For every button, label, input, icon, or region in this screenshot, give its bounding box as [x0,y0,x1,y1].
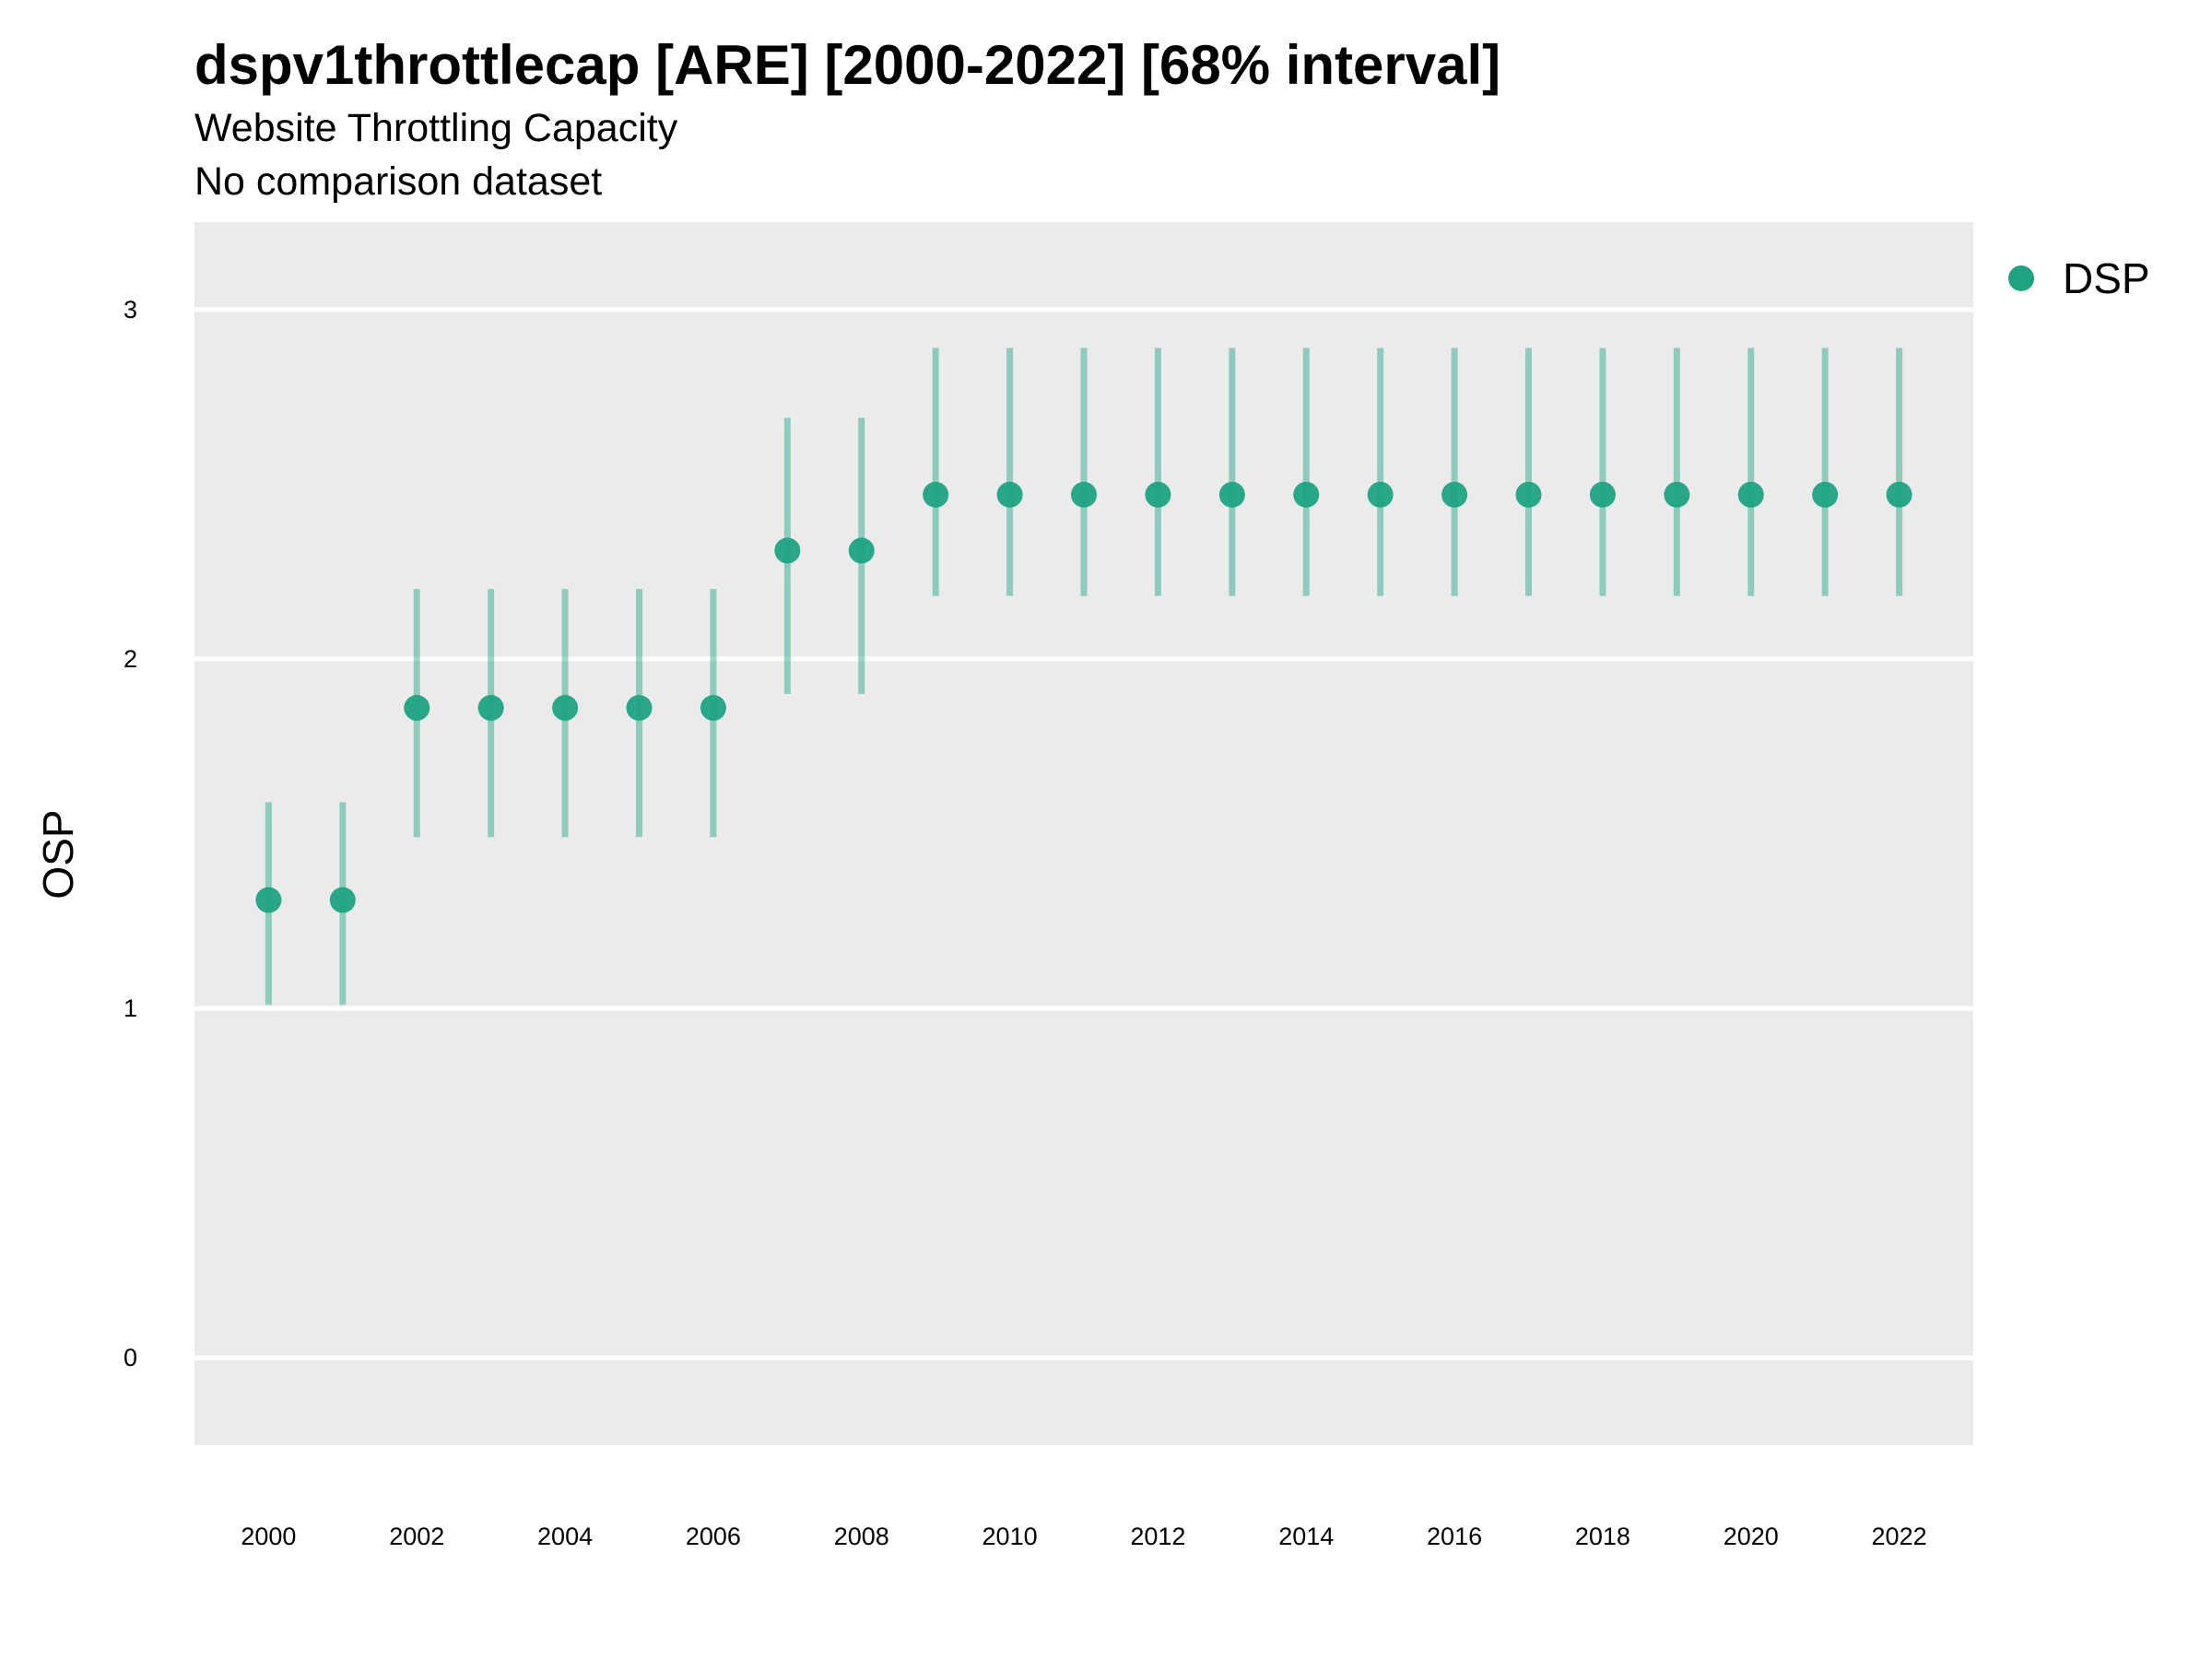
data-point [1218,481,1245,508]
data-point [923,481,949,508]
data-point [1589,481,1616,508]
x-tick-label: 2010 [982,1523,1038,1550]
x-tick-label: 2018 [1575,1523,1630,1550]
data-point [774,537,801,564]
y-axis: 0 1 2 3 [124,296,137,1371]
x-axis: 2000 2002 2004 2006 2008 2010 2012 2014 2016 2018… [241,1523,1926,1550]
y-tick-label: 0 [124,1344,137,1371]
data-point [626,695,653,722]
chart-title: dspv1throttlecap [ARE] [2000-2022] [68% … [194,34,1501,96]
data-point [552,695,579,722]
legend-label-dsp: DSP [2063,254,2150,302]
x-tick-label: 2000 [241,1523,296,1550]
data-point [1071,481,1097,508]
data-point [996,481,1023,508]
x-tick-label: 2004 [537,1523,593,1550]
data-point [1145,481,1171,508]
x-tick-label: 2012 [1130,1523,1185,1550]
data-point [1664,481,1690,508]
data-point [477,695,504,722]
data-point [1886,481,1912,508]
data-point [1367,481,1394,508]
x-tick-label: 2022 [1872,1523,1927,1550]
data-point [1515,481,1542,508]
data-point [255,887,282,913]
data-point [1293,481,1320,508]
data-point [329,887,356,913]
y-tick-label: 1 [124,994,137,1022]
legend: DSP [2008,254,2150,302]
chart-comparison-note: No comparison dataset [194,159,603,204]
chart-subtitle: Website Throttling Capacity [194,106,678,150]
data-series-dsp [255,347,1912,1006]
plot-panel [194,222,1973,1445]
x-tick-label: 2014 [1278,1523,1334,1550]
data-point [848,537,875,564]
y-axis-title: OSP [34,809,82,899]
x-tick-label: 2016 [1427,1523,1482,1550]
grid-lines [153,307,1973,1360]
data-point [404,695,430,722]
data-point [1737,481,1764,508]
x-tick-label: 2006 [686,1523,741,1550]
data-point [1812,481,1839,508]
x-tick-label: 2002 [389,1523,444,1550]
x-tick-label: 2008 [834,1523,889,1550]
data-point [1441,481,1468,508]
y-tick-label: 3 [124,296,137,324]
data-point [700,695,726,722]
legend-marker-dsp [2008,265,2034,291]
y-tick-label: 2 [124,645,137,673]
x-tick-label: 2020 [1724,1523,1779,1550]
